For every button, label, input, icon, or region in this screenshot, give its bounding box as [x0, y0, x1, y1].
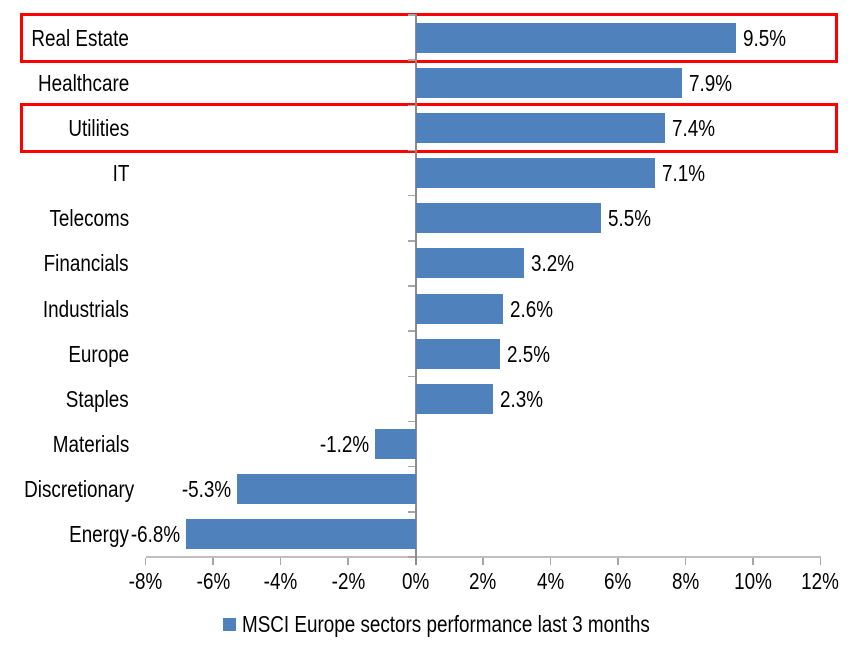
x-axis-tick-label: 4%: [536, 568, 565, 594]
category-axis-line: [414, 14, 417, 565]
bar: [415, 383, 494, 414]
bar: [415, 112, 666, 143]
highlight-box: [19, 102, 838, 153]
category-axis-tick: [407, 285, 415, 287]
x-axis-tick: [212, 558, 214, 565]
x-axis-tick: [482, 558, 484, 565]
category-label: Energy: [69, 521, 129, 548]
value-label: 3.2%: [530, 250, 574, 277]
x-axis-tick-label: 6%: [604, 568, 632, 594]
x-axis-tick: [819, 558, 822, 565]
category-label: Materials: [52, 431, 129, 458]
x-axis-tick-label: -2%: [331, 568, 365, 594]
category-axis-tick: [407, 194, 415, 197]
value-label: 2.6%: [510, 295, 554, 322]
bar: [415, 22, 737, 53]
value-label: -1.2%: [319, 431, 369, 458]
x-axis-tick-label: 12%: [801, 568, 840, 594]
value-label: 2.5%: [506, 340, 550, 367]
legend-label: MSCI Europe sectors performance last 3 m…: [242, 611, 650, 637]
category-axis-tick: [407, 14, 415, 16]
category-label: Telecoms: [49, 205, 129, 232]
category-axis-tick: [407, 149, 415, 152]
category-axis-tick: [407, 420, 415, 423]
x-axis-tick-label: 2%: [469, 568, 497, 594]
category-label: Europe: [68, 340, 129, 367]
x-axis-line: [145, 556, 821, 558]
x-axis-tick-label: 0%: [401, 568, 430, 594]
bar: [236, 474, 416, 505]
value-label: -6.8%: [130, 521, 180, 548]
x-axis-tick-label: -8%: [128, 568, 163, 594]
category-axis-tick: [407, 59, 415, 61]
value-label: 9.5%: [743, 24, 787, 51]
bar: [415, 248, 524, 279]
legend: MSCI Europe sectors performance last 3 m…: [223, 611, 739, 637]
x-axis-tick: [549, 558, 552, 565]
value-label: -5.3%: [181, 476, 231, 503]
category-axis-tick: [407, 556, 415, 558]
bar: [186, 519, 416, 550]
x-axis-tick-label: -4%: [263, 568, 298, 594]
bar: [415, 158, 656, 189]
bar: [415, 67, 683, 98]
value-label: 7.1%: [662, 160, 706, 187]
highlight-box: [19, 12, 838, 63]
bar: [375, 429, 416, 460]
value-label: 5.5%: [608, 205, 652, 232]
category-label: Utilities: [68, 114, 129, 141]
category-label: IT: [112, 160, 129, 187]
value-label: 7.4%: [672, 114, 716, 141]
category-axis-tick: [407, 375, 415, 378]
category-label: Discretionary: [24, 476, 135, 503]
category-label: Real Estate: [31, 24, 129, 51]
category-axis-tick: [407, 240, 415, 242]
bar: [415, 338, 500, 369]
category-label: Healthcare: [37, 69, 129, 96]
value-label: 2.3%: [500, 385, 544, 412]
x-axis-tick-label: -6%: [196, 568, 230, 594]
category-label: Financials: [44, 250, 129, 277]
x-axis-tick-label: 8%: [671, 568, 700, 594]
bar: [415, 293, 504, 324]
x-axis-tick: [752, 558, 754, 565]
category-axis-tick: [407, 511, 415, 513]
category-axis-tick: [407, 330, 415, 332]
category-axis-tick: [407, 465, 415, 468]
category-axis-tick: [407, 104, 415, 107]
value-label: 7.9%: [689, 69, 733, 96]
x-axis-tick: [279, 558, 282, 565]
x-axis-tick: [347, 558, 349, 565]
bar: [415, 203, 602, 234]
x-axis-tick-label: 10%: [734, 568, 772, 594]
x-axis-tick: [684, 558, 687, 565]
legend-swatch-icon: [223, 617, 236, 631]
x-axis-tick: [144, 558, 147, 565]
x-axis-tick: [617, 558, 619, 565]
category-label: Staples: [66, 385, 129, 412]
category-label: Industrials: [43, 295, 129, 322]
